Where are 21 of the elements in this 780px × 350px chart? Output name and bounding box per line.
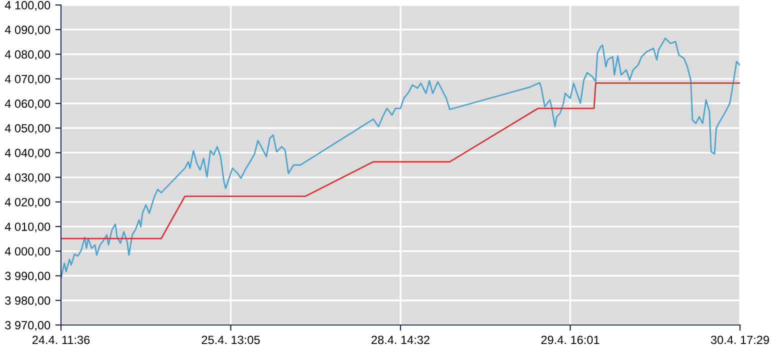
y-tick-label: 3 980,00 bbox=[5, 296, 50, 306]
y-tick-label: 4 090,00 bbox=[4, 26, 50, 36]
y-tick-label: 4 050,00 bbox=[4, 124, 50, 134]
x-tick-label: 24.4. 11:36 bbox=[32, 336, 90, 344]
y-tick-label: 4 060,00 bbox=[4, 99, 50, 110]
y-tick-label: 4 040,00 bbox=[4, 148, 50, 158]
x-tick-label: 30.4. 17:29 bbox=[710, 336, 769, 344]
y-tick-label: 4 010,00 bbox=[4, 222, 50, 232]
y-tick-label: 4 070,00 bbox=[4, 74, 50, 85]
y-tick-label: 4 020,00 bbox=[4, 198, 50, 208]
line-series bbox=[61, 82, 740, 240]
x-tick-label: 25.4. 13:05 bbox=[202, 336, 260, 344]
y-tick-label: 3 990,00 bbox=[5, 272, 50, 282]
y-tick-label: 4 100,00 bbox=[4, 1, 50, 11]
x-tick-label: 28.4. 14:32 bbox=[372, 336, 430, 344]
y-tick-label: 4 000,00 bbox=[4, 247, 50, 257]
y-tick-label: 4 030,00 bbox=[4, 173, 50, 184]
line-series bbox=[61, 38, 740, 279]
x-tick-label: 29.4. 16:01 bbox=[541, 336, 600, 344]
y-tick-label: 4 080,00 bbox=[4, 50, 50, 60]
y-tick-label: 3 970,00 bbox=[5, 321, 50, 331]
